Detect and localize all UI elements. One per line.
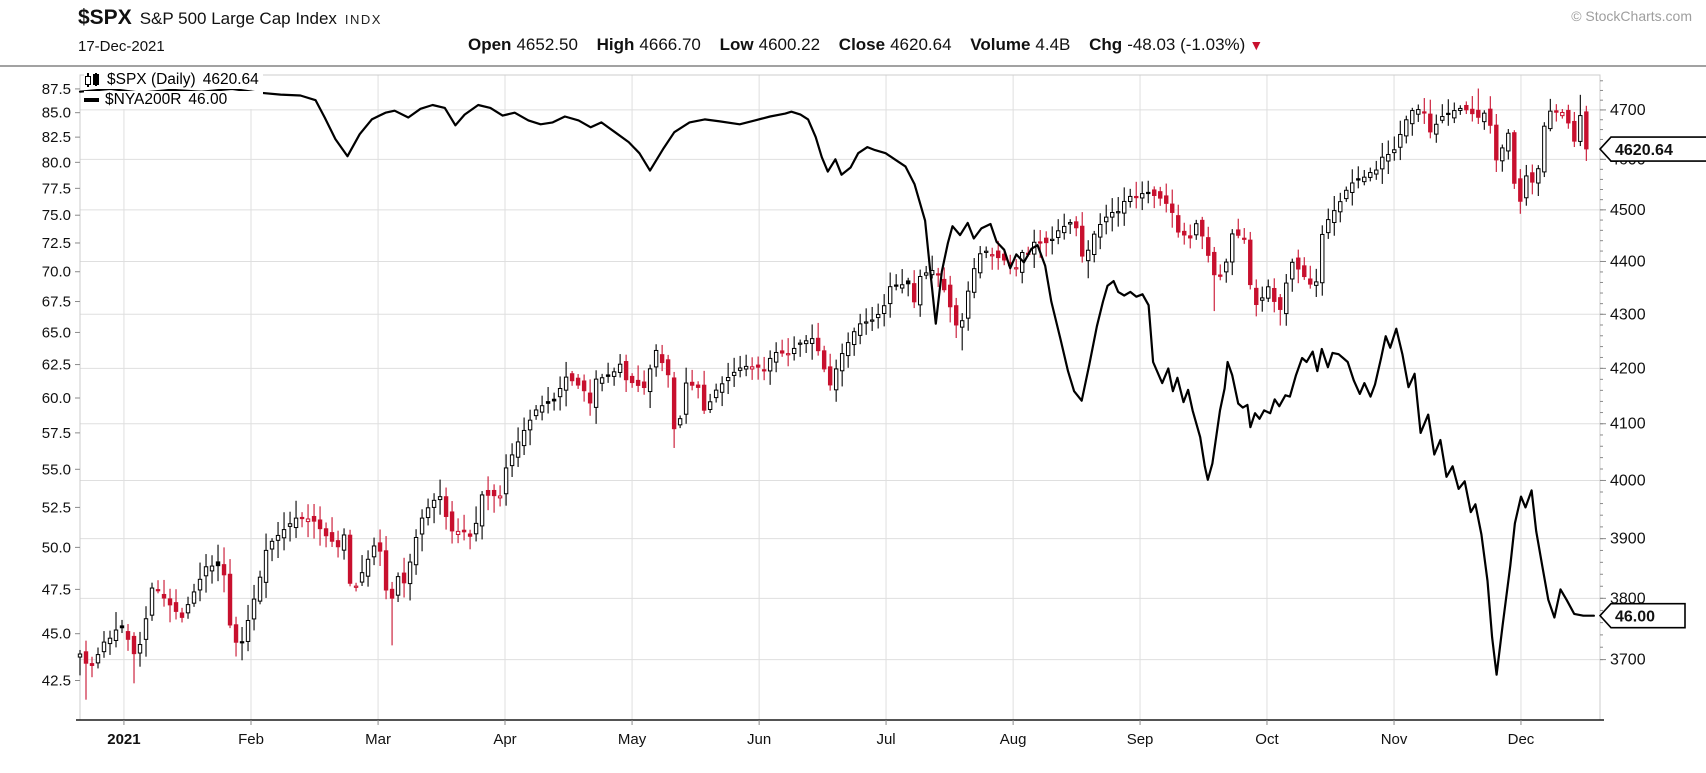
svg-text:Apr: Apr [493, 731, 516, 748]
svg-text:77.5: 77.5 [42, 180, 71, 197]
svg-text:47.5: 47.5 [42, 581, 71, 598]
svg-text:4500: 4500 [1610, 202, 1646, 219]
svg-text:4100: 4100 [1610, 416, 1646, 433]
volume-label: Volume [970, 35, 1031, 54]
legend-spx-label: $SPX (Daily) [107, 71, 196, 88]
svg-text:Nov: Nov [1381, 731, 1408, 748]
svg-text:Oct: Oct [1255, 731, 1279, 748]
nya-tag: 46.00 [1598, 602, 1686, 629]
candlestick-icon [84, 73, 101, 87]
chart-date: 17-Dec-2021 [78, 38, 165, 55]
svg-text:85.0: 85.0 [42, 105, 71, 122]
symbol-label: $SPX [78, 6, 132, 29]
svg-text:62.5: 62.5 [42, 357, 71, 374]
ohlc-quote-row: Open 4652.50 High 4666.70 Low 4600.22 Close… [468, 35, 1263, 55]
svg-text:2021: 2021 [107, 731, 140, 748]
legend-item-spx: $SPX (Daily) 4620.64 [84, 71, 263, 89]
svg-text:52.5: 52.5 [42, 499, 71, 516]
exchange-label: INDX [344, 12, 382, 27]
svg-text:Mar: Mar [365, 731, 391, 748]
svg-text:55.0: 55.0 [42, 461, 71, 478]
svg-text:4200: 4200 [1610, 360, 1646, 377]
svg-text:75.0: 75.0 [42, 207, 71, 224]
high-label: High [596, 35, 635, 54]
svg-text:45.0: 45.0 [42, 626, 71, 643]
chart-title: $SPX S&P 500 Large Cap Index INDX [78, 6, 382, 30]
svg-text:65.0: 65.0 [42, 324, 71, 341]
legend-spx-value: 4620.64 [202, 71, 259, 88]
close-label: Close [838, 35, 886, 54]
down-arrow-icon: ▼ [1249, 37, 1264, 53]
chart-legend: $SPX (Daily) 4620.64 $NYA200R 46.00 [84, 71, 263, 111]
change-value: -48.03 (-1.03%) [1127, 35, 1246, 54]
svg-text:Dec: Dec [1508, 731, 1535, 748]
svg-text:May: May [618, 731, 647, 748]
high-value: 4666.70 [639, 35, 701, 54]
svg-text:42.5: 42.5 [42, 673, 71, 690]
legend-item-nya200r: $NYA200R 46.00 [84, 91, 263, 109]
svg-text:3900: 3900 [1610, 531, 1646, 548]
volume-value: 4.4B [1035, 35, 1071, 54]
index-name: S&P 500 Large Cap Index [139, 9, 337, 28]
svg-text:72.5: 72.5 [42, 235, 71, 252]
low-label: Low [719, 35, 754, 54]
svg-text:4000: 4000 [1610, 472, 1646, 489]
legend-nya-value: 46.00 [188, 91, 228, 108]
svg-text:46.00: 46.00 [1615, 609, 1655, 626]
svg-text:4400: 4400 [1610, 253, 1646, 270]
spx-tag: 4620.64 [1598, 136, 1706, 162]
svg-text:50.0: 50.0 [42, 539, 71, 556]
svg-text:3700: 3700 [1610, 652, 1646, 669]
svg-text:Feb: Feb [238, 731, 264, 748]
svg-text:67.5: 67.5 [42, 294, 71, 311]
change-label: Chg [1089, 35, 1123, 54]
svg-text:82.5: 82.5 [42, 129, 71, 146]
open-label: Open [468, 35, 512, 54]
svg-text:Sep: Sep [1127, 731, 1154, 748]
open-value: 4652.50 [516, 35, 578, 54]
low-value: 4600.22 [758, 35, 821, 54]
svg-text:Jun: Jun [747, 731, 771, 748]
svg-text:70.0: 70.0 [42, 264, 71, 281]
svg-text:60.0: 60.0 [42, 390, 71, 407]
svg-text:57.5: 57.5 [42, 425, 71, 442]
line-icon [84, 98, 99, 102]
svg-text:Jul: Jul [876, 731, 895, 748]
svg-text:4300: 4300 [1610, 306, 1646, 323]
legend-nya-label: $NYA200R [105, 91, 182, 108]
svg-text:Aug: Aug [1000, 731, 1027, 748]
svg-text:80.0: 80.0 [42, 154, 71, 171]
svg-text:4620.64: 4620.64 [1615, 142, 1673, 159]
svg-text:4700: 4700 [1610, 102, 1646, 119]
close-value: 4620.64 [890, 35, 952, 54]
svg-text:87.5: 87.5 [42, 81, 71, 98]
stockcharts-copyright: © StockCharts.com [1571, 8, 1692, 24]
